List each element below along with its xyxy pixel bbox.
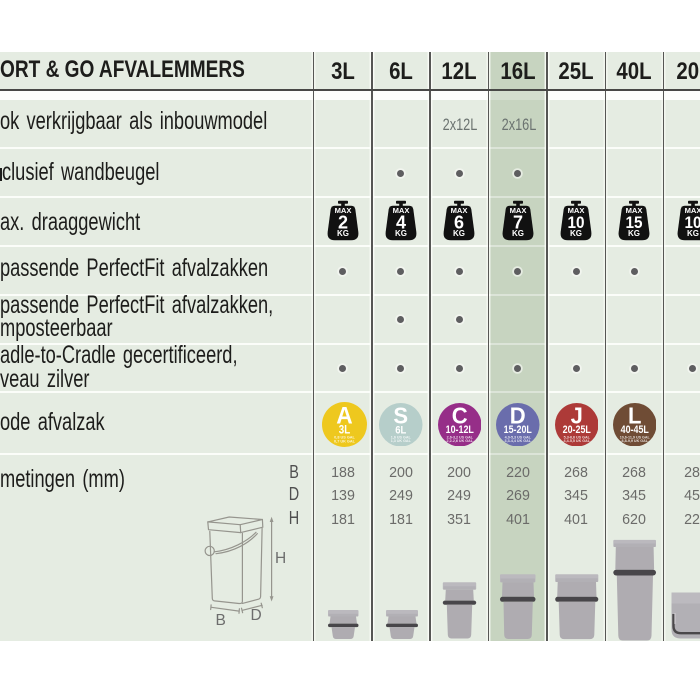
svg-text:L: L	[628, 403, 642, 429]
svg-text:1,6 US GAL: 1,6 US GAL	[391, 435, 412, 439]
svg-text:10: 10	[684, 213, 700, 232]
svg-text:10,6-11,9 US GAL: 10,6-11,9 US GAL	[619, 435, 650, 439]
svg-text:40-45L: 40-45L	[620, 424, 648, 436]
svg-text:7: 7	[513, 212, 523, 232]
svg-text:S: S	[394, 403, 409, 429]
svg-text:2,2-2,6 UK GAL: 2,2-2,6 UK GAL	[446, 439, 473, 443]
svg-text:D: D	[510, 403, 526, 429]
svg-text:0,8 US GAL: 0,8 US GAL	[334, 436, 355, 440]
svg-text:2,6-3,2 US GAL: 2,6-3,2 US GAL	[446, 435, 473, 439]
svg-text:10-12L: 10-12L	[445, 424, 473, 436]
svg-text:8,8-9,9 UK GAL: 8,8-9,9 UK GAL	[621, 439, 648, 443]
svg-text:J: J	[570, 403, 582, 429]
svg-text:MAX: MAX	[509, 206, 526, 215]
svg-text:KG: KG	[628, 229, 640, 238]
svg-text:15-20L: 15-20L	[504, 424, 532, 436]
svg-text:KG: KG	[453, 229, 465, 238]
svg-text:MAX: MAX	[451, 206, 468, 215]
svg-text:KG: KG	[512, 229, 524, 238]
svg-text:MAX: MAX	[392, 206, 409, 215]
svg-text:1,3 UK GAL: 1,3 UK GAL	[391, 439, 412, 443]
svg-text:20-25L: 20-25L	[562, 424, 590, 436]
svg-text:MAX: MAX	[684, 206, 700, 215]
svg-text:4,4-5,5 UK GAL: 4,4-5,5 UK GAL	[563, 439, 590, 443]
svg-text:KG: KG	[687, 229, 699, 238]
svg-text:KG: KG	[395, 229, 407, 238]
svg-text:3L: 3L	[339, 424, 351, 437]
svg-text:15: 15	[626, 213, 643, 232]
svg-text:3,3-4,4 UK GAL: 3,3-4,4 UK GAL	[505, 439, 532, 443]
svg-text:C: C	[451, 403, 467, 429]
svg-text:MAX: MAX	[334, 206, 351, 215]
svg-text:2: 2	[338, 212, 348, 232]
svg-text:MAX: MAX	[626, 206, 643, 215]
svg-text:KG: KG	[337, 229, 349, 238]
svg-text:6: 6	[454, 212, 464, 232]
svg-text:4: 4	[396, 212, 406, 232]
svg-text:4,0-5,3 US GAL: 4,0-5,3 US GAL	[505, 435, 532, 439]
svg-text:KG: KG	[570, 229, 582, 238]
svg-text:10: 10	[568, 213, 585, 232]
svg-text:0,7 UK GAL: 0,7 UK GAL	[334, 440, 356, 444]
svg-text:6L: 6L	[395, 424, 406, 436]
svg-text:5,3-6,6 US GAL: 5,3-6,6 US GAL	[563, 435, 590, 439]
svg-text:A: A	[337, 402, 354, 428]
svg-text:MAX: MAX	[568, 206, 585, 215]
